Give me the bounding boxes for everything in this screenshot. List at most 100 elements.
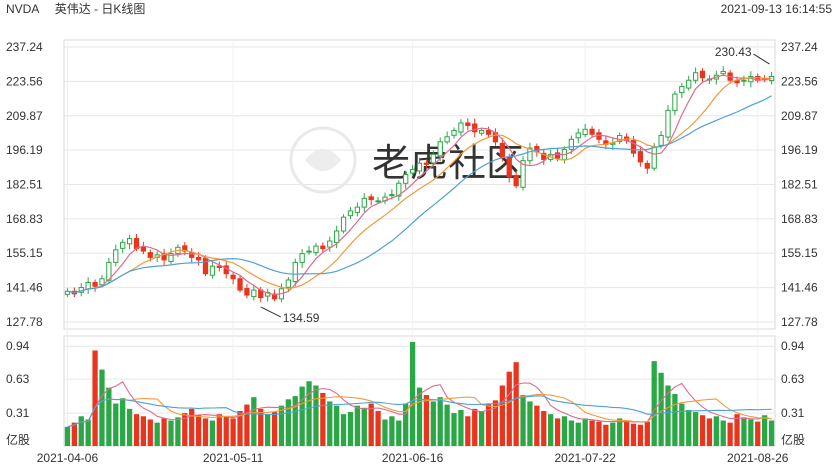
volume-bar (430, 401, 436, 446)
candle-body (64, 290, 71, 295)
candle-body (686, 79, 692, 89)
axis-labels: 237.24 237.24 223.56 223.56 209.87 209.87 196.… (6, 40, 818, 465)
volume-bar (354, 405, 361, 446)
watermark-logo-icon (289, 126, 357, 194)
y-tick-left: 223.56 (6, 74, 43, 88)
volume-tick-left: 0.94 (6, 339, 30, 353)
candle-body (327, 240, 333, 248)
volume-bar (534, 405, 540, 446)
candle-body (451, 130, 457, 136)
volume-bar (665, 385, 671, 446)
candle-body (237, 278, 243, 291)
candle-body (113, 249, 119, 263)
volume-bar (106, 387, 112, 446)
candle-body (568, 138, 575, 150)
candle-body (651, 146, 657, 169)
candle-body (251, 289, 257, 298)
volume-bar (64, 426, 71, 446)
candle-body (195, 256, 202, 261)
volume-bar (168, 420, 174, 446)
candle-body (582, 128, 588, 136)
candle-body (465, 122, 471, 126)
volume-bar (154, 422, 160, 446)
volume-bar (368, 403, 374, 446)
volume-bar (140, 416, 147, 446)
y-tick-right: 155.15 (781, 246, 818, 260)
candle-body (575, 132, 581, 139)
volume-bar (610, 422, 616, 446)
y-tick-right: 182.51 (781, 178, 818, 192)
volume-tick-right: 0.63 (781, 372, 805, 386)
volume-bar (334, 405, 340, 446)
x-tick-label: 2021-05-11 (203, 451, 264, 465)
candle-body (147, 252, 153, 258)
chart-header: NVDA 英伟达 - 日K线图 (6, 0, 157, 18)
volume-bar (755, 421, 761, 446)
candle-body (271, 293, 278, 300)
candle-body (396, 182, 402, 197)
candle-body (665, 109, 671, 138)
volume-bar (720, 420, 726, 446)
volume-bar (230, 418, 236, 446)
volume-unit-right: 亿股 (781, 432, 805, 447)
volume-bar (727, 422, 733, 446)
volume-bar (672, 394, 678, 446)
volume-bar (223, 416, 229, 446)
price-panel-frame (63, 39, 776, 330)
y-tick-left: 237.24 (6, 40, 43, 54)
candle-body (610, 142, 616, 145)
volume-bar (492, 400, 499, 446)
y-tick-right: 141.46 (781, 281, 818, 295)
volume-bar (437, 397, 443, 446)
volume-bar (423, 395, 430, 446)
volume-bar (513, 362, 519, 446)
volume-bar (692, 412, 699, 446)
volume-bar (561, 416, 568, 446)
candle-body (244, 288, 250, 296)
ticker-symbol: NVDA (6, 2, 40, 16)
candle-body (541, 152, 547, 160)
y-tick-right: 209.87 (781, 109, 818, 123)
candle-body (554, 152, 561, 159)
candle-body (444, 136, 450, 143)
volume-bar (451, 413, 457, 446)
volume-bar (465, 416, 471, 446)
candle-body (720, 70, 726, 75)
volume-bar (292, 396, 298, 446)
volume-bar (416, 387, 423, 446)
candle-body (679, 86, 685, 94)
volume-bar (623, 420, 630, 446)
candle-body (658, 135, 664, 146)
volume-bars (64, 342, 775, 446)
volume-bar (630, 423, 637, 446)
y-tick-right: 168.83 (781, 212, 818, 226)
volume-bar (258, 408, 264, 446)
volume-bar (209, 420, 216, 446)
candle-body (430, 153, 436, 164)
volume-ma20-line (67, 395, 772, 428)
volume-bar (202, 418, 209, 446)
volume-bar (389, 416, 395, 446)
volume-bar (679, 403, 685, 446)
volume-bar (99, 369, 105, 446)
candle-body (361, 197, 367, 208)
volume-bar (409, 342, 416, 446)
y-tick-left: 182.51 (6, 178, 43, 192)
x-tick-label: 2021-06-16 (382, 451, 444, 465)
volume-bar (568, 420, 575, 446)
volume-bar (768, 420, 775, 446)
candle-body (140, 246, 147, 252)
volume-bar (382, 419, 388, 446)
volume-bar (161, 418, 167, 446)
volume-bar (472, 408, 478, 446)
volume-bar (347, 412, 354, 446)
candle-body (334, 230, 340, 244)
candle-body (699, 70, 706, 79)
x-tick-label: 2021-08-26 (727, 451, 789, 465)
volume-bar (175, 417, 181, 446)
volume-bar (92, 350, 98, 446)
volume-bar (699, 415, 706, 446)
volume-bar (485, 403, 492, 446)
volume-bar (527, 401, 533, 446)
